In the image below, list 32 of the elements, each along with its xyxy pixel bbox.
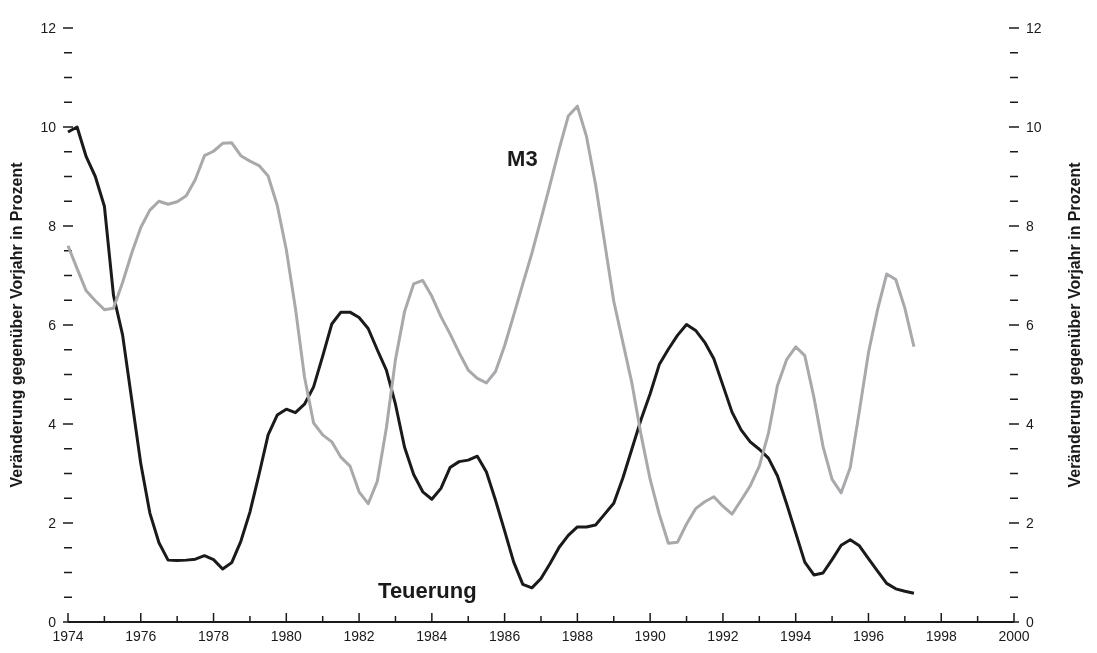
y-axis-title: Veränderung gegenüber Vorjahr in Prozent [8, 161, 25, 488]
x-tick-label: 1992 [707, 628, 739, 644]
y-tick-label: 12 [40, 20, 57, 36]
x-tick-label: 2000 [998, 628, 1030, 644]
x-tick-label: 1980 [270, 628, 303, 644]
y2-tick-label: 4 [1026, 416, 1034, 432]
y2-tick-label: 8 [1026, 218, 1034, 234]
series-label: Teuerung [378, 578, 477, 603]
x-tick-label: 1982 [343, 628, 375, 644]
y-tick-label: 4 [48, 416, 57, 432]
x-tick-label: 1976 [125, 628, 157, 644]
y-tick-label: 6 [48, 317, 57, 333]
x-tick-label: 1978 [197, 628, 230, 644]
series-label: M3 [507, 146, 538, 172]
x-tick-label: 1974 [52, 628, 84, 644]
y-tick-label: 0 [48, 614, 57, 630]
y2-tick-label: 10 [1026, 119, 1042, 135]
x-tick-label: 1988 [561, 628, 594, 644]
y2-tick-label: 12 [1026, 20, 1042, 36]
y2-tick-label: 0 [1026, 614, 1034, 630]
x-tick-label: 1994 [780, 628, 812, 644]
x-tick-label: 1996 [852, 628, 885, 644]
x-tick-label: 1990 [634, 628, 666, 644]
y2-tick-label: 6 [1026, 317, 1034, 333]
y2-axis-title: Veränderung gegenüber Vorjahr in Prozent [1066, 161, 1083, 488]
y-tick-label: 10 [40, 119, 57, 135]
x-tick-label: 1986 [489, 628, 521, 644]
x-tick-label: 1984 [416, 628, 448, 644]
y2-tick-label: 2 [1026, 515, 1034, 531]
y-tick-label: 2 [48, 515, 57, 531]
x-tick-label: 1998 [925, 628, 958, 644]
y-tick-label: 8 [48, 218, 57, 234]
